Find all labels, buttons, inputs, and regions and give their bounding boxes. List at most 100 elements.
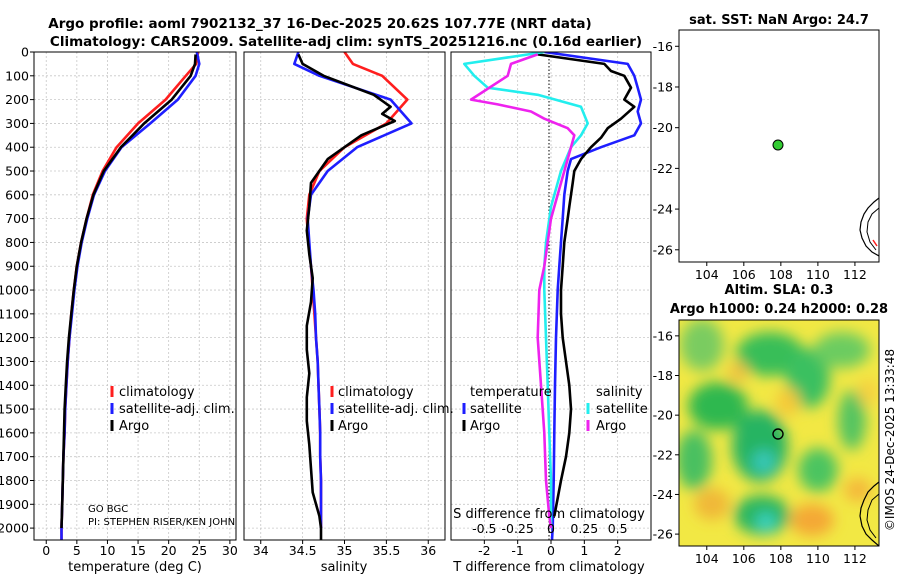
x-tick-label: 1 bbox=[580, 543, 588, 558]
lat-tick-label: -20 bbox=[653, 120, 673, 135]
temperature-grid bbox=[34, 51, 236, 540]
y-tick-label: 2000 bbox=[0, 521, 29, 536]
x-tick-label: 35.5 bbox=[372, 543, 400, 558]
x-tick-label: -2 bbox=[478, 543, 490, 558]
x-tick-label: 2 bbox=[614, 543, 622, 558]
x-tick-label: -1 bbox=[511, 543, 523, 558]
salinity-grid bbox=[244, 51, 445, 540]
legend-satellite-label: satellite-adj. clim. bbox=[338, 402, 454, 417]
x-tick-label: 20 bbox=[161, 543, 177, 558]
sst-argo-location-marker bbox=[772, 139, 784, 151]
figure-title-line1: Argo profile: aoml 7902132_37 16-Dec-202… bbox=[48, 16, 591, 32]
y-tick-label: 0 bbox=[21, 45, 29, 60]
y-tick-label: 1500 bbox=[0, 402, 29, 417]
temperature-xlabel: temperature (deg C) bbox=[68, 560, 202, 575]
y-tick-label: 200 bbox=[5, 92, 29, 107]
y-tick-label: 700 bbox=[5, 211, 29, 226]
sst-map-frame bbox=[678, 29, 880, 263]
legend-argo-label: Argo bbox=[119, 419, 149, 434]
series-satellite-adj-clim bbox=[60, 52, 201, 540]
series-climatology bbox=[60, 52, 200, 540]
y-tick-label: 1600 bbox=[0, 425, 29, 440]
legend-salinity-title: salinity bbox=[596, 385, 643, 400]
y-tick-label: 1900 bbox=[0, 497, 29, 512]
sla-map-frame bbox=[678, 319, 880, 547]
salinity-xlabel: salinity bbox=[321, 560, 368, 575]
legend-s-satellite-label: satellite bbox=[596, 402, 648, 417]
salinity-panel: 34 34.5 35 35.5 36 salinity climatology sate… bbox=[243, 51, 454, 575]
t-difference-tick-labels: -2 -1 0 1 2 bbox=[478, 540, 622, 558]
series-argo bbox=[297, 53, 397, 540]
salinity-legend: climatology satellite-adj. clim. Argo bbox=[330, 385, 454, 434]
x-tick-label: 0 bbox=[42, 543, 50, 558]
x-tick-label: 25 bbox=[191, 543, 207, 558]
difference-lines bbox=[462, 52, 643, 540]
y-tick-label: 1400 bbox=[0, 378, 29, 393]
x-tick-label: 15 bbox=[130, 543, 146, 558]
sst-map-coastline-inner bbox=[866, 207, 879, 251]
sst-map-title: sat. SST: NaN Argo: 24.7 bbox=[689, 13, 869, 28]
x-tick-label: 36 bbox=[420, 543, 436, 558]
lon-tick-label: 108 bbox=[769, 267, 793, 282]
sla-map-lon-labels: 104 106 108 110 112 bbox=[695, 546, 867, 566]
sla-map: Altim. SLA: 0.3 Argo h1000: 0.24 h2000: … bbox=[653, 283, 889, 566]
legend-climatology-label: climatology bbox=[338, 385, 414, 400]
lat-tick-label: -20 bbox=[653, 408, 673, 423]
series-s-argo bbox=[469, 53, 576, 529]
legend-argo-label: Argo bbox=[338, 419, 368, 434]
salinity-lines bbox=[292, 52, 413, 540]
sla-map-title-line1: Altim. SLA: 0.3 bbox=[725, 283, 834, 298]
salinity-tick-labels: 34 34.5 35 35.5 36 bbox=[253, 540, 436, 558]
lon-tick-label: 104 bbox=[695, 551, 719, 566]
x-tick-label: 5 bbox=[73, 543, 81, 558]
sst-map-coastline bbox=[859, 197, 879, 257]
y-tick-label: 600 bbox=[5, 187, 29, 202]
y-tick-label: 1700 bbox=[0, 449, 29, 464]
s-tick-label: -0.5 bbox=[472, 521, 496, 536]
legend-s-argo-label: Argo bbox=[596, 419, 626, 434]
lat-tick-label: -18 bbox=[653, 368, 673, 383]
series-s-satellite bbox=[462, 52, 590, 529]
sla-argo-location-marker bbox=[772, 428, 784, 440]
y-tick-label: 500 bbox=[5, 164, 29, 179]
s-tick-label: 0.5 bbox=[608, 521, 628, 536]
lon-tick-label: 110 bbox=[806, 267, 830, 282]
temperature-tick-labels: 0 5 10 15 20 25 30 bbox=[42, 540, 238, 558]
lat-tick-label: -22 bbox=[653, 161, 673, 176]
lat-tick-label: -26 bbox=[653, 527, 673, 542]
lat-tick-label: -16 bbox=[653, 39, 673, 54]
temperature-legend: climatology satellite-adj. clim. Argo bbox=[110, 385, 235, 434]
lon-tick-label: 104 bbox=[695, 267, 719, 282]
series-t-satellite bbox=[544, 52, 643, 540]
legend-satellite-label: satellite-adj. clim. bbox=[119, 402, 235, 417]
difference-panel: -2 -1 0 1 2 -0.5 -0.25 0 0.25 0.5 S difference f… bbox=[450, 51, 652, 575]
s-difference-label: S difference from climatology bbox=[453, 507, 645, 522]
x-tick-label: 10 bbox=[100, 543, 116, 558]
y-tick-label: 1200 bbox=[0, 330, 29, 345]
lat-tick-label: -24 bbox=[653, 487, 673, 502]
y-tick-label: 100 bbox=[5, 68, 29, 83]
depth-tick-labels: 0 100 200 300 400 500 600 700 800 900 1000 1100 1200… bbox=[0, 45, 34, 536]
y-tick-label: 800 bbox=[5, 235, 29, 250]
series-t-argo bbox=[537, 53, 636, 517]
temperature-frame bbox=[33, 51, 237, 541]
series-argo bbox=[60, 54, 197, 529]
sst-map-lat-labels: -16 -18 -20 -22 -24 -26 bbox=[653, 39, 679, 257]
difference-legend: temperature salinity satellite Argo sate… bbox=[462, 385, 648, 434]
temperature-lines bbox=[60, 52, 201, 540]
temperature-panel: 0100200300400500600700800900100011001200… bbox=[0, 45, 238, 576]
sla-heatmap bbox=[679, 320, 878, 536]
x-tick-label: 35 bbox=[337, 543, 353, 558]
sla-map-title-line2: Argo h1000: 0.24 h2000: 0.28 bbox=[670, 302, 888, 317]
x-tick-label: 30 bbox=[222, 543, 238, 558]
lon-tick-label: 106 bbox=[732, 267, 756, 282]
s-difference-tick-labels: -0.5 -0.25 0 0.25 0.5 bbox=[472, 521, 627, 536]
s-tick-label: -0.25 bbox=[501, 521, 533, 536]
legend-climatology-label: climatology bbox=[119, 385, 195, 400]
y-tick-label: 1000 bbox=[0, 283, 29, 298]
y-tick-label: 900 bbox=[5, 259, 29, 274]
y-tick-label: 300 bbox=[5, 116, 29, 131]
lat-tick-label: -18 bbox=[653, 79, 673, 94]
x-tick-label: 34.5 bbox=[289, 543, 317, 558]
figure-title-line2: Climatology: CARS2009. Satellite-adj cli… bbox=[50, 34, 642, 50]
